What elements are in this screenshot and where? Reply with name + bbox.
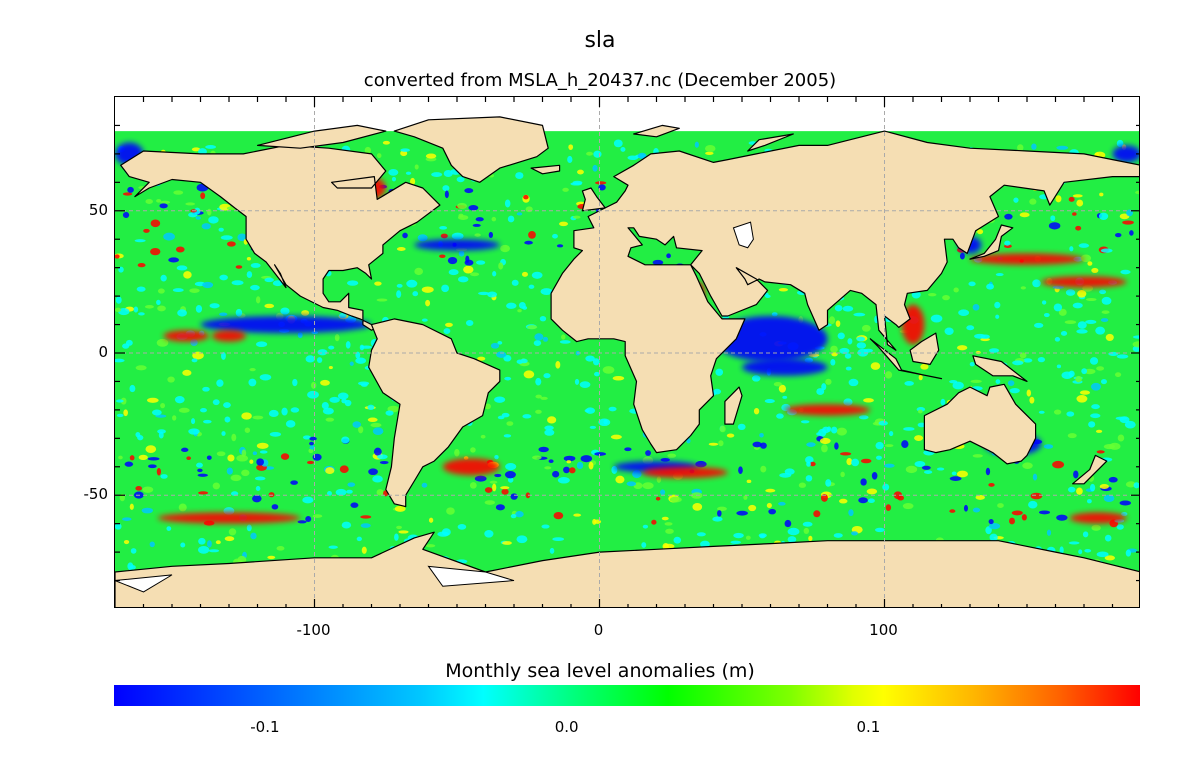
y-tick-label: -50 — [83, 485, 109, 504]
sea-level-anomaly-map — [115, 97, 1139, 607]
landmass-north-america — [120, 144, 441, 331]
y-tick-label: 50 — [88, 200, 108, 219]
colorbar-tick-label: -0.1 — [250, 718, 280, 736]
anomaly-feature-15 — [1069, 512, 1127, 524]
anomaly-feature-3 — [713, 315, 828, 362]
landmass-borneo — [909, 332, 940, 365]
landmass-south-america — [368, 318, 501, 508]
colorbar-title: Monthly sea level anomalies (m) — [445, 660, 755, 682]
map-frame — [114, 96, 1140, 608]
y-tick-label: 0 — [98, 343, 108, 361]
landmass-indonesia — [869, 338, 943, 380]
anomaly-feature-1 — [163, 330, 210, 342]
colorbar — [114, 685, 1140, 706]
landmass-new-guinea — [972, 355, 1028, 382]
map-title: sla — [584, 28, 616, 53]
landmass-australia — [923, 383, 1037, 465]
landmass-arctic-islands — [256, 124, 387, 149]
landmass-novaya-zemlya — [747, 133, 794, 152]
anomaly-feature-4 — [742, 358, 828, 376]
anomaly-feature-8 — [1041, 276, 1127, 288]
anomaly-feature-20 — [784, 404, 871, 416]
anomaly-feature-10 — [442, 458, 500, 476]
anomaly-feature-7 — [970, 253, 1084, 265]
x-tick-label: -100 — [296, 621, 331, 639]
landmass-new-zealand — [1072, 454, 1108, 485]
landmass-japan — [969, 224, 1014, 260]
anomaly-feature-17 — [1112, 145, 1139, 163]
anomaly-feature-0 — [200, 316, 372, 334]
landmass-antarctica — [115, 531, 1139, 607]
colorbar-tick-label: 0.1 — [856, 718, 881, 736]
map-subtitle: converted from MSLA_h_20437.nc (December… — [363, 70, 837, 91]
ice-shelf-1 — [115, 574, 173, 593]
grid-lines — [115, 97, 1139, 607]
x-tick-label: 0 — [593, 621, 604, 639]
landmass-iceland — [530, 164, 561, 175]
anomaly-feature-13 — [157, 512, 301, 524]
anomaly-feature-12 — [642, 466, 728, 479]
anomaly-feature-2 — [211, 330, 247, 342]
anomaly-feature-9 — [414, 239, 500, 251]
landmass-greenland — [393, 116, 549, 183]
ice-shelf-0 — [427, 565, 515, 587]
landmass-madagascar — [724, 386, 743, 425]
land-layer — [115, 116, 1139, 607]
landmass-svalbard — [633, 124, 680, 138]
caspian-sea — [732, 221, 754, 249]
landmass-africa-eurasia — [550, 130, 1139, 454]
colorbar-tick-label: 0.0 — [554, 718, 579, 736]
x-tick-label: 100 — [869, 621, 898, 639]
